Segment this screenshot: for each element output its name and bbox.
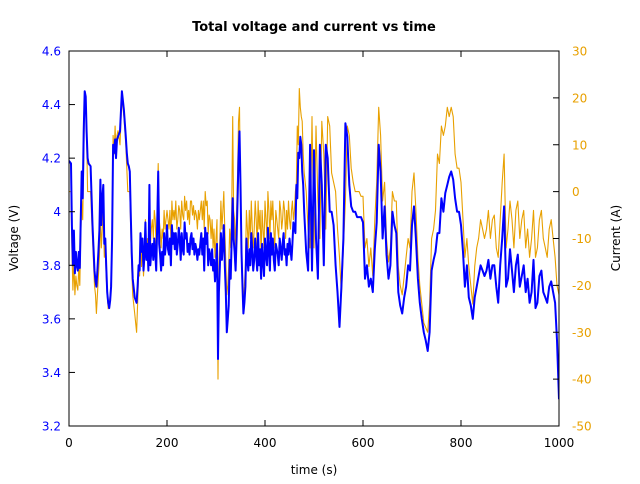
y2-tick-label: -20 — [572, 279, 592, 293]
y2-tick-label: -30 — [572, 326, 592, 340]
x-tick-label: 0 — [65, 436, 73, 450]
voltage-series-line — [69, 90, 559, 400]
x-tick-label: 400 — [254, 436, 277, 450]
y-tick-label: 3.8 — [42, 259, 61, 273]
y-tick-label: 4.2 — [42, 152, 61, 166]
x-axis-label: time (s) — [291, 463, 338, 477]
y2-tick-label: 10 — [572, 138, 587, 152]
y-axis-right: -50 -40 -30 -20 -10 0 10 20 30 — [553, 45, 592, 434]
y-axis-label: Voltage (V) — [7, 205, 21, 271]
x-tick-label: 1000 — [544, 436, 575, 450]
x-tick-label: 600 — [352, 436, 375, 450]
x-tick-label: 800 — [450, 436, 473, 450]
y2-tick-label: 0 — [572, 185, 580, 199]
chart-title: Total voltage and current vs time — [192, 20, 436, 35]
y2-tick-label: 20 — [572, 91, 587, 105]
y2-tick-label: -40 — [572, 373, 592, 387]
y-tick-label: 3.6 — [42, 312, 61, 326]
y-tick-label: 4.6 — [42, 45, 61, 59]
current-series-line — [69, 87, 559, 380]
y-tick-label: 3.4 — [42, 366, 61, 380]
y2-tick-label: -10 — [572, 232, 592, 246]
x-tick-label: 200 — [156, 436, 179, 450]
y-tick-label: 4.4 — [42, 98, 61, 112]
y-tick-label: 3.2 — [42, 420, 61, 434]
y-axis-left: 3.2 3.4 3.6 3.8 4 4.2 4.4 4.6 — [42, 45, 75, 434]
y2-tick-label: 30 — [572, 45, 587, 59]
y2-axis-label: Current (A) — [609, 205, 623, 271]
x-axis: 0 200 400 600 800 1000 — [65, 51, 574, 450]
y-tick-label: 4 — [53, 205, 61, 219]
y2-tick-label: -50 — [572, 420, 592, 434]
